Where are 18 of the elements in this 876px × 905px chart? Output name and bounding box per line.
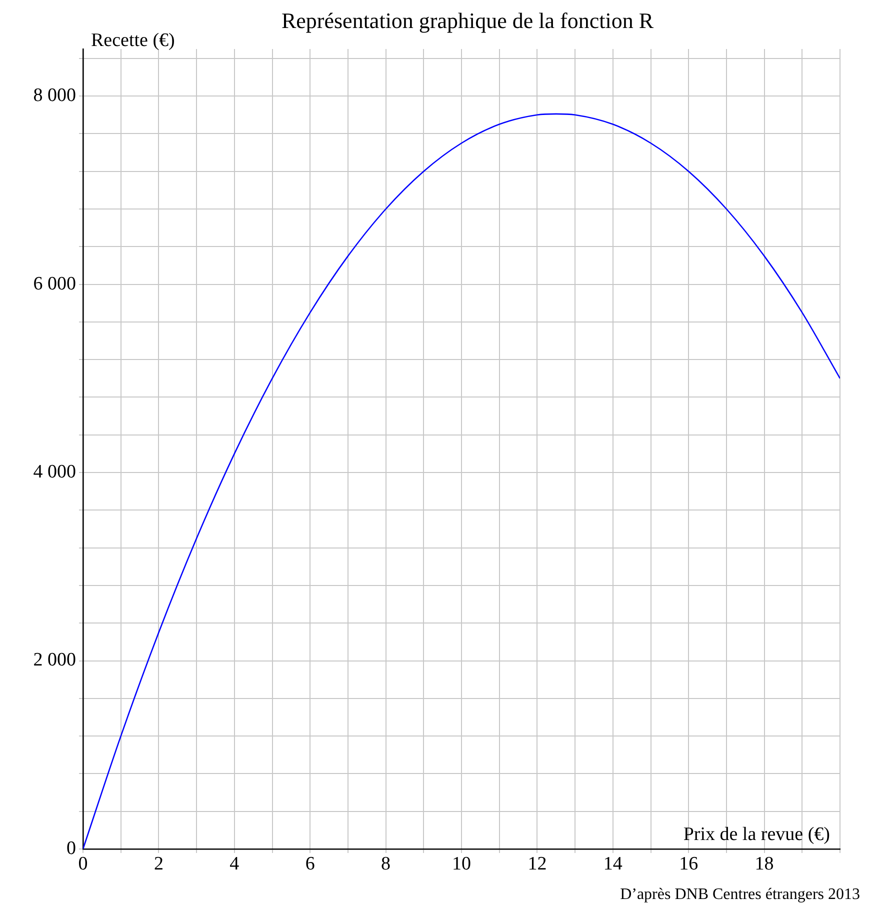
- y-tick-label: 0: [66, 838, 76, 859]
- x-tick-label: 4: [230, 853, 240, 874]
- x-tick-label: 16: [679, 853, 698, 874]
- y-tick-label: 6 000: [33, 273, 76, 294]
- x-tick-label: 2: [154, 853, 164, 874]
- y-axis-title: Recette (€): [91, 30, 175, 51]
- x-tick-label: 8: [381, 853, 391, 874]
- y-tick-label: 4 000: [33, 462, 76, 483]
- x-tick-label: 10: [452, 853, 471, 874]
- y-tick-label: 2 000: [33, 650, 76, 671]
- y-tick-label: 8 000: [33, 85, 76, 106]
- text: D’après DNB Centres étrangers 2013: [620, 886, 860, 903]
- x-tick-label: 18: [754, 853, 774, 874]
- x-tick-label: 14: [603, 853, 623, 874]
- chart-title: Représentation graphique de la fonction R: [281, 8, 654, 33]
- x-tick-label: 12: [528, 853, 547, 874]
- x-axis-title: Prix de la revue (€): [683, 824, 830, 845]
- x-tick-label: 6: [305, 853, 315, 874]
